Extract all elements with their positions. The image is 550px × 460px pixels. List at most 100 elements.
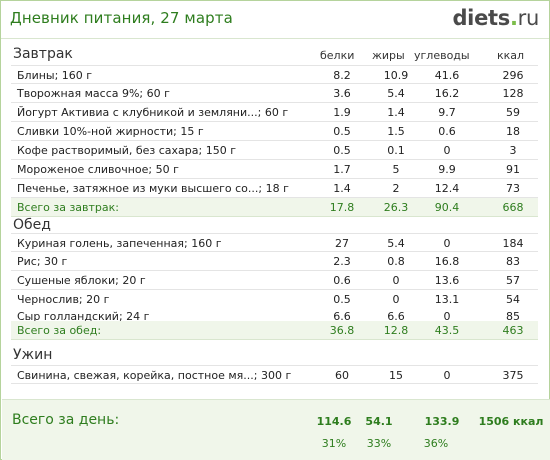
fat-value: 1.5 bbox=[387, 125, 405, 138]
carbs-value: 13.1 bbox=[434, 293, 460, 306]
kcal-value: 57 bbox=[506, 274, 520, 287]
logo-main: diets bbox=[452, 6, 510, 30]
table-row: Йогурт Активиа с клубникой и земляни...;… bbox=[11, 103, 538, 122]
food-name: Сушеные яблоки; 20 г bbox=[17, 274, 146, 287]
fat-value: 0.1 bbox=[387, 144, 405, 157]
table-row: Сушеные яблоки; 20 г 0.6 0 13.6 57 bbox=[11, 271, 538, 290]
table-row: Творожная масса 9%; 60 г 3.6 5.4 16.2 12… bbox=[11, 84, 538, 103]
section-title-dinner: Ужин bbox=[13, 347, 53, 363]
protein-value: 27 bbox=[335, 237, 349, 250]
lunch-total-row: Всего за обед: 36.8 12.8 43.5 463 bbox=[11, 321, 538, 340]
header: Дневник питания, 27 марта diets.ru bbox=[1, 1, 549, 39]
col-header-carbs: углеводы bbox=[414, 49, 470, 62]
fat-value: 5 bbox=[392, 163, 400, 176]
food-name: Сыр голландский; 24 г bbox=[17, 310, 150, 323]
table-row: Кофе растворимый, без сахара; 150 г 0.5 … bbox=[11, 141, 538, 160]
carbs-total: 43.5 bbox=[434, 324, 460, 337]
table-row: Свинина, свежая, корейка, постное мя...;… bbox=[11, 365, 538, 384]
fat-value: 10.9 bbox=[383, 69, 409, 82]
protein-value: 1.7 bbox=[333, 163, 351, 176]
total-label: Всего за завтрак: bbox=[17, 201, 120, 214]
table-row: Куриная голень, запеченная; 160 г 27 5.4… bbox=[11, 233, 538, 252]
protein-value: 0.5 bbox=[333, 144, 351, 157]
protein-value: 1.9 bbox=[333, 106, 351, 119]
kcal-value: 83 bbox=[506, 255, 520, 268]
section-title-breakfast: Завтрак bbox=[13, 46, 73, 62]
fat-value: 5.4 bbox=[387, 237, 405, 250]
carbs-value: 16.2 bbox=[434, 87, 460, 100]
fat-total: 12.8 bbox=[383, 324, 409, 337]
fat-value: 0.8 bbox=[387, 255, 405, 268]
day-fat-pct: 33% bbox=[366, 437, 392, 450]
col-header-kcal: ккал bbox=[497, 49, 525, 62]
fat-value: 1.4 bbox=[387, 106, 405, 119]
col-header-fat: жиры bbox=[372, 49, 405, 62]
protein-value: 1.4 bbox=[333, 182, 351, 195]
day-protein: 114.6 bbox=[316, 415, 352, 428]
logo-dot: . bbox=[509, 6, 518, 30]
protein-value: 0.5 bbox=[333, 125, 351, 138]
total-label: Всего за обед: bbox=[17, 324, 102, 337]
carbs-value: 0 bbox=[443, 369, 451, 382]
kcal-total: 668 bbox=[502, 201, 524, 214]
protein-value: 0.6 bbox=[333, 274, 351, 287]
carbs-value: 0 bbox=[443, 237, 451, 250]
table-row: Сливки 10%-ной жирности; 15 г 0.5 1.5 0.… bbox=[11, 122, 538, 141]
table-row: Чернослив; 20 г 0.5 0 13.1 54 bbox=[11, 290, 538, 309]
diets-logo[interactable]: diets.ru bbox=[452, 6, 539, 30]
day-total-label: Всего за день: bbox=[12, 412, 120, 428]
kcal-total: 463 bbox=[502, 324, 524, 337]
protein-value: 2.3 bbox=[333, 255, 351, 268]
kcal-value: 3 bbox=[509, 144, 517, 157]
food-name: Блины; 160 г bbox=[17, 69, 93, 82]
protein-total: 17.8 bbox=[329, 201, 355, 214]
food-name: Кофе растворимый, без сахара; 150 г bbox=[17, 144, 236, 157]
breakfast-total-row: Всего за завтрак: 17.8 26.3 90.4 668 bbox=[11, 198, 538, 217]
carbs-value: 13.6 bbox=[434, 274, 460, 287]
table-row: Рис; 30 г 2.3 0.8 16.8 83 bbox=[11, 252, 538, 271]
food-name: Сливки 10%-ной жирности; 15 г bbox=[17, 125, 204, 138]
food-name: Свинина, свежая, корейка, постное мя...;… bbox=[17, 369, 292, 382]
protein-value: 6.6 bbox=[333, 310, 351, 323]
food-name: Куриная голень, запеченная; 160 г bbox=[17, 237, 222, 250]
fat-value: 15 bbox=[389, 369, 403, 382]
carbs-total: 90.4 bbox=[434, 201, 460, 214]
carbs-value: 0 bbox=[443, 310, 451, 323]
fat-value: 5.4 bbox=[387, 87, 405, 100]
day-protein-pct: 31% bbox=[321, 437, 347, 450]
col-header-protein: белки bbox=[320, 49, 355, 62]
carbs-value: 9.7 bbox=[438, 106, 456, 119]
logo-tld: ru bbox=[517, 6, 540, 30]
protein-value: 8.2 bbox=[333, 69, 351, 82]
section-title-lunch: Обед bbox=[13, 217, 51, 233]
carbs-value: 0.6 bbox=[438, 125, 456, 138]
carbs-value: 16.8 bbox=[434, 255, 460, 268]
page-title: Дневник питания, 27 марта bbox=[10, 9, 233, 27]
kcal-value: 85 bbox=[506, 310, 520, 323]
carbs-value: 12.4 bbox=[434, 182, 460, 195]
food-name: Печенье, затяжное из муки высшего со...;… bbox=[17, 182, 289, 195]
kcal-value: 184 bbox=[502, 237, 524, 250]
food-name: Мороженое сливочное; 50 г bbox=[17, 163, 179, 176]
day-carbs: 133.9 bbox=[424, 415, 460, 428]
carbs-value: 0 bbox=[443, 144, 451, 157]
carbs-value: 9.9 bbox=[438, 163, 456, 176]
fat-value: 0 bbox=[392, 274, 400, 287]
carbs-value: 41.6 bbox=[434, 69, 460, 82]
protein-value: 3.6 bbox=[333, 87, 351, 100]
kcal-value: 54 bbox=[506, 293, 520, 306]
fat-value: 2 bbox=[392, 182, 400, 195]
food-name: Чернослив; 20 г bbox=[17, 293, 110, 306]
kcal-value: 375 bbox=[502, 369, 524, 382]
kcal-value: 128 bbox=[502, 87, 524, 100]
day-total: Всего за день: 114.6 54.1 133.9 1506 кка… bbox=[2, 399, 550, 460]
kcal-value: 296 bbox=[502, 69, 524, 82]
table-row: Мороженое сливочное; 50 г 1.7 5 9.9 91 bbox=[11, 160, 538, 179]
protein-value: 60 bbox=[335, 369, 349, 382]
fat-total: 26.3 bbox=[383, 201, 409, 214]
fat-value: 0 bbox=[392, 293, 400, 306]
kcal-value: 91 bbox=[506, 163, 520, 176]
food-name: Рис; 30 г bbox=[17, 255, 68, 268]
food-name: Творожная масса 9%; 60 г bbox=[17, 87, 170, 100]
